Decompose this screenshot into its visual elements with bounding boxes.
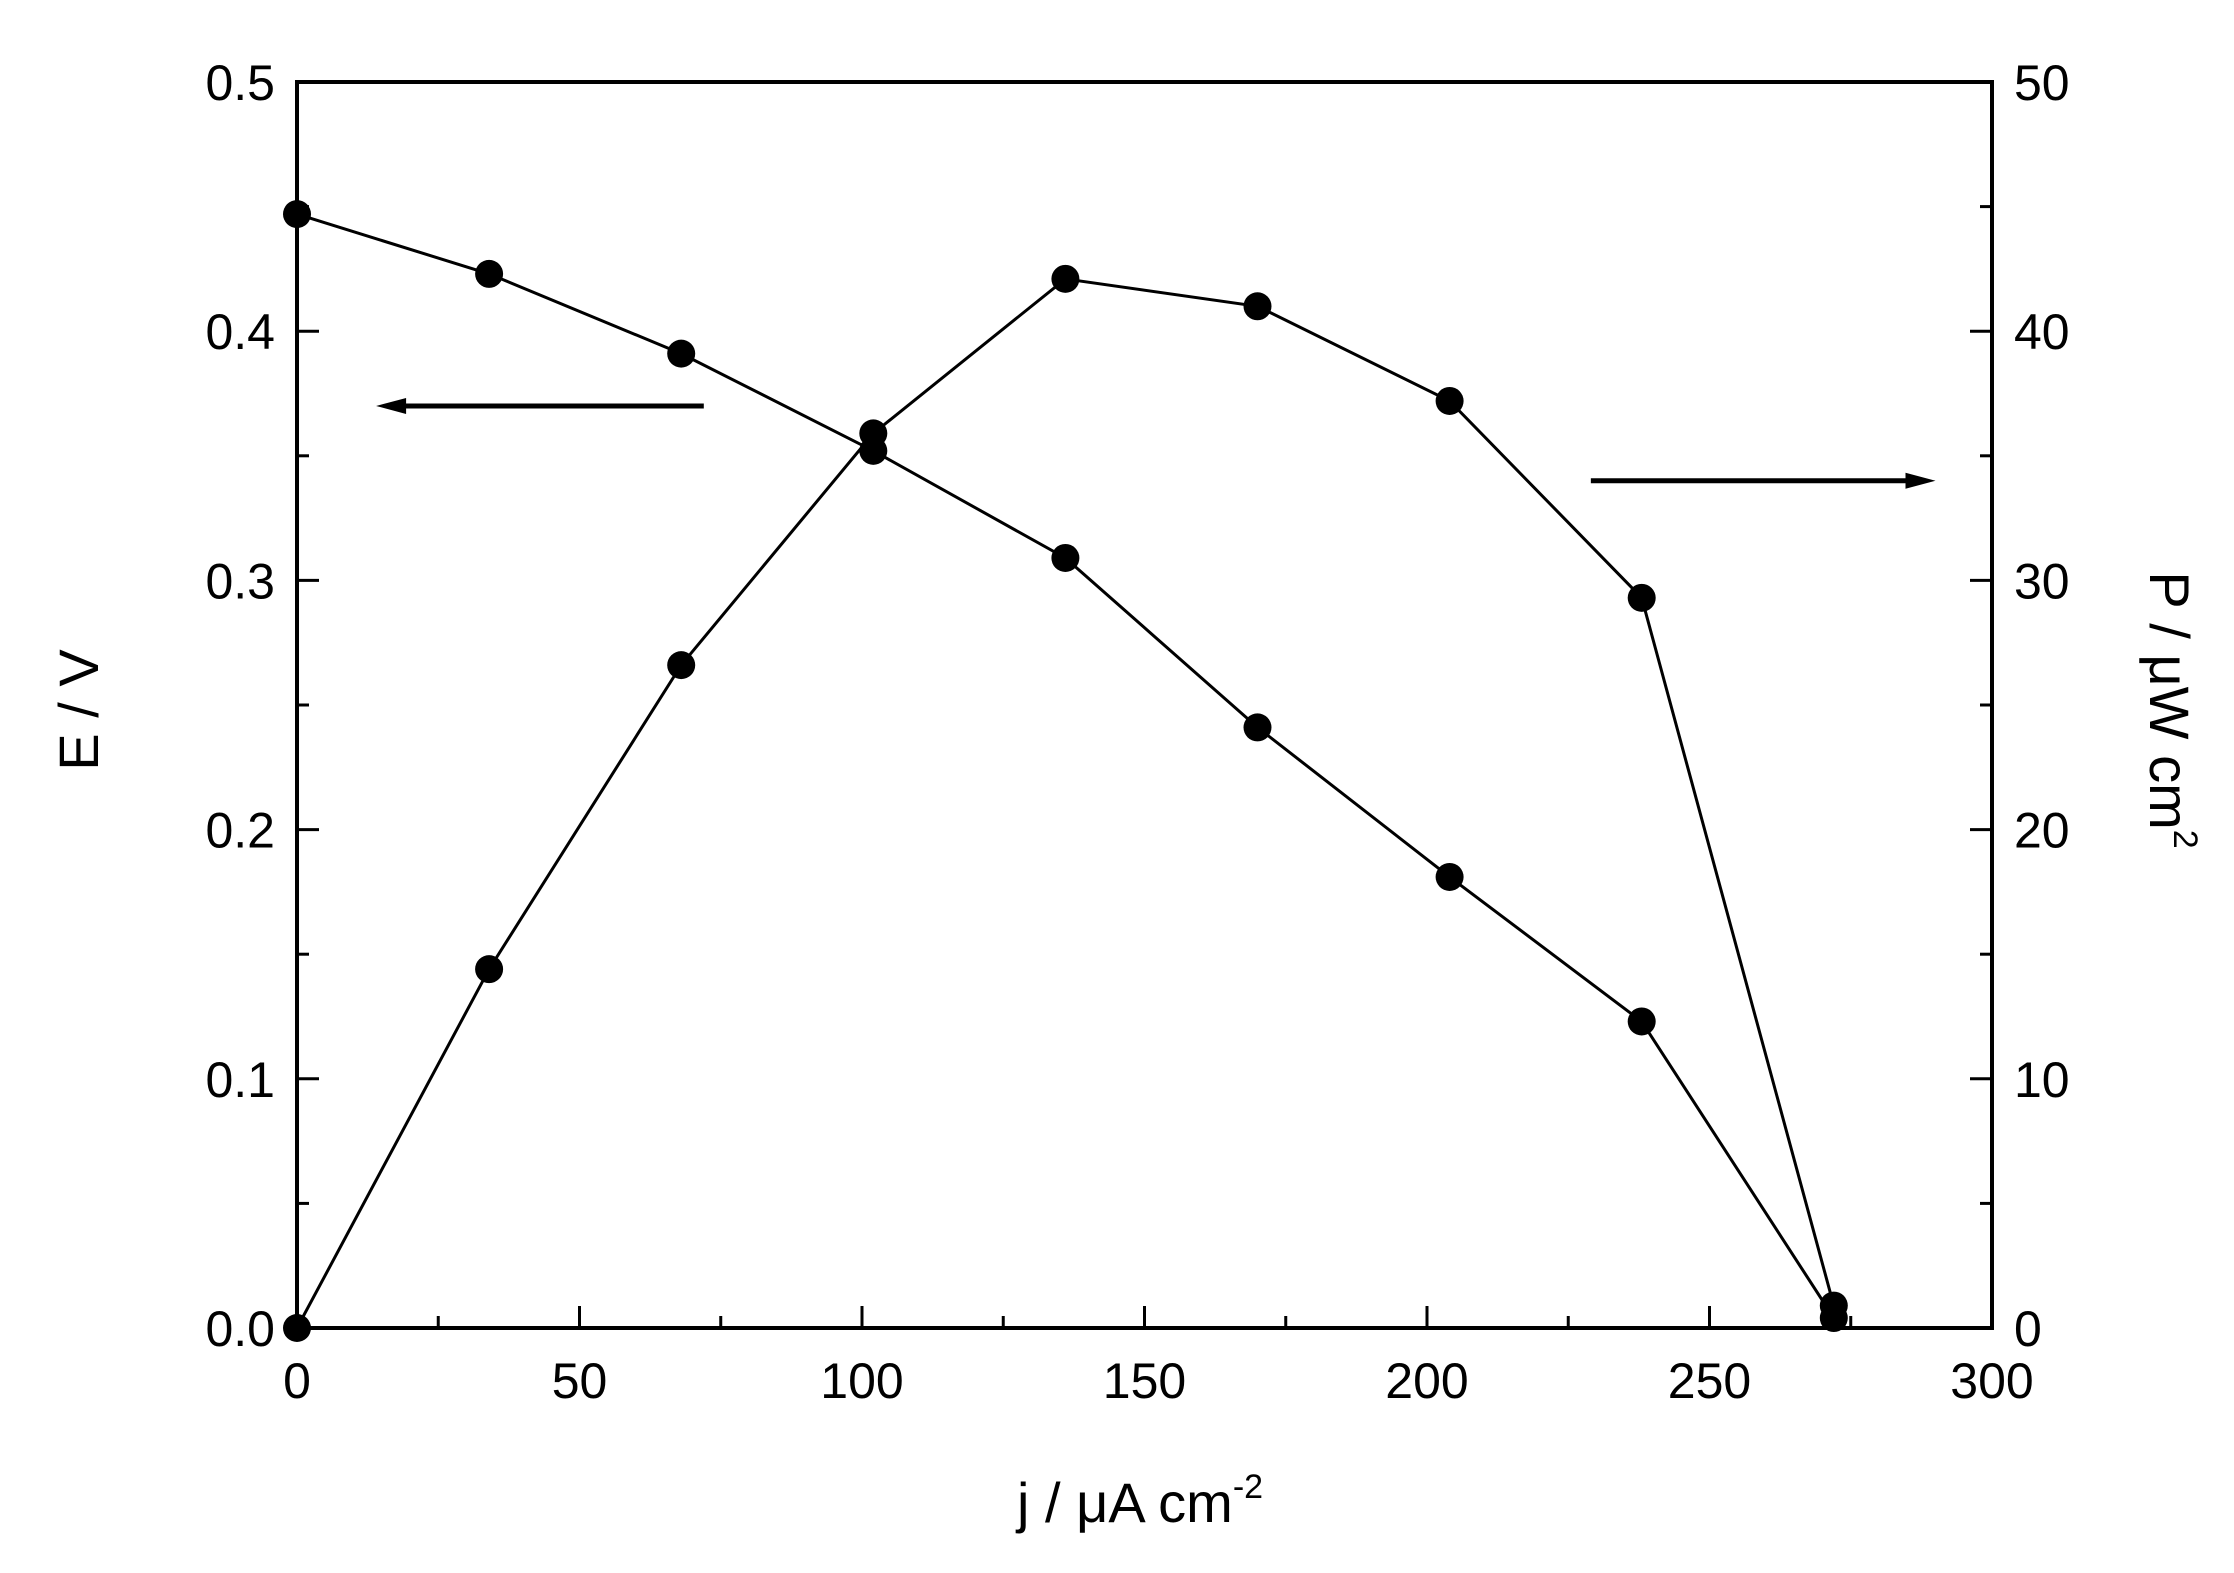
y-right-tick-label: 0 xyxy=(2014,1301,2042,1357)
arrow-head xyxy=(1905,472,1936,489)
y-left-tick-label: 0.5 xyxy=(205,55,275,111)
data-point xyxy=(1819,1291,1848,1320)
y-axis-right-label-sup: 2 xyxy=(2166,830,2204,849)
data-point xyxy=(1435,386,1464,415)
data-point xyxy=(1243,713,1272,742)
x-tick-label: 50 xyxy=(552,1353,608,1409)
data-point xyxy=(1435,862,1464,891)
x-tick-label: 100 xyxy=(820,1353,903,1409)
data-point xyxy=(283,1314,311,1342)
axis-ticks: 0 50 100 150 200 250 300 0.0 0.1 0.2 0.3 0.4 0.5 0 10 2… xyxy=(205,55,2069,1409)
data-point xyxy=(667,651,696,680)
y-left-tick-label: 0.1 xyxy=(205,1052,275,1108)
plot-area-border xyxy=(295,80,1994,1330)
data-point xyxy=(1051,543,1080,572)
data-point xyxy=(475,955,504,984)
y-left-tick-label: 0.3 xyxy=(205,553,275,609)
x-tick-label: 150 xyxy=(1103,1353,1186,1409)
data-point xyxy=(475,259,504,288)
plot-frame xyxy=(295,80,1994,1330)
x-axis-label: j / μA cm-2 xyxy=(1015,1468,1263,1534)
y-left-tick-label: 0.4 xyxy=(205,304,275,360)
arrow-to-left-axis xyxy=(376,397,704,414)
y-right-tick-label: 40 xyxy=(2014,304,2070,360)
y-right-tick-label: 20 xyxy=(2014,803,2070,859)
x-tick-label: 250 xyxy=(1668,1353,1751,1409)
data-point xyxy=(859,419,888,448)
x-axis-label-base: j / μA cm xyxy=(1015,1471,1233,1534)
x-tick-label: 300 xyxy=(1950,1353,2033,1409)
axis-arrows xyxy=(376,397,1936,489)
y-left-tick-label: 0.0 xyxy=(205,1301,275,1357)
y-right-tick-label: 30 xyxy=(2014,553,2070,609)
x-tick-label: 200 xyxy=(1385,1353,1468,1409)
arrow-to-right-axis xyxy=(1590,472,1936,489)
y-right-tick-label: 10 xyxy=(2014,1052,2070,1108)
data-point xyxy=(1627,1007,1656,1036)
y-axis-left-label: E / V xyxy=(47,649,110,771)
series-group xyxy=(283,200,1848,1342)
series-line xyxy=(296,212,1836,1319)
y-right-tick-label: 50 xyxy=(2014,55,2070,111)
data-point xyxy=(1243,292,1272,321)
data-point xyxy=(1627,583,1656,612)
x-tick-label: 0 xyxy=(283,1353,311,1409)
x-axis-label-sup: -2 xyxy=(1233,1468,1263,1506)
y-axis-right-label: P / μW cm2 xyxy=(2138,571,2204,848)
arrow-head xyxy=(376,397,407,414)
series-line xyxy=(295,277,1836,1329)
data-point xyxy=(667,339,696,368)
series-left-axis xyxy=(283,200,1848,1333)
y-left-tick-label: 0.2 xyxy=(205,803,275,859)
series-right-axis xyxy=(283,264,1848,1342)
data-point xyxy=(283,200,311,229)
y-axis-right-label-base: P / μW cm xyxy=(2138,571,2201,829)
data-point xyxy=(1051,264,1080,293)
